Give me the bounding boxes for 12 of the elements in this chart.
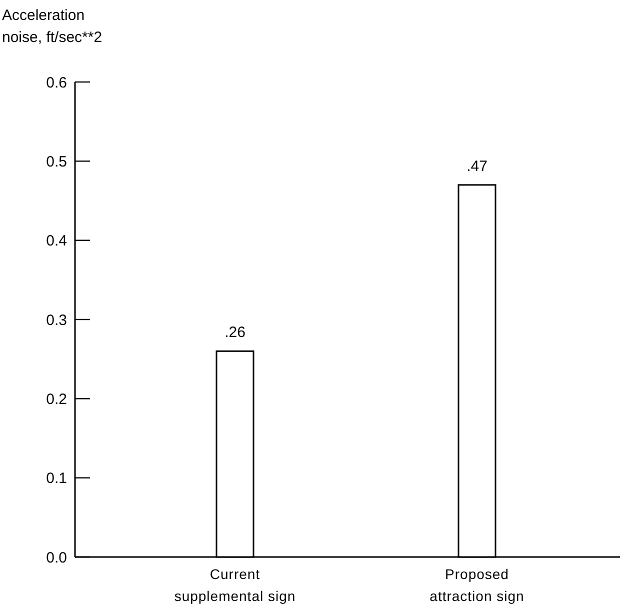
y-axis-title: Acceleration noise, ft/sec**2 (2, 7, 102, 46)
x-tick-label: Current supplemental sign (174, 566, 296, 604)
x-tick-label: Proposed attraction sign (430, 566, 524, 604)
y-tick-label: 0.5 (46, 153, 67, 170)
y-tick-label: 0.3 (46, 312, 67, 329)
data-label: .47 (466, 158, 488, 175)
y-tick-label: 0.2 (46, 390, 67, 408)
y-tick-label: 0.6 (46, 74, 67, 92)
y-tick-label: 0.1 (46, 470, 67, 488)
y-tick-label: 0.0 (46, 549, 67, 566)
data-label: .26 (224, 324, 246, 342)
y-tick-label: 0.4 (46, 232, 67, 250)
